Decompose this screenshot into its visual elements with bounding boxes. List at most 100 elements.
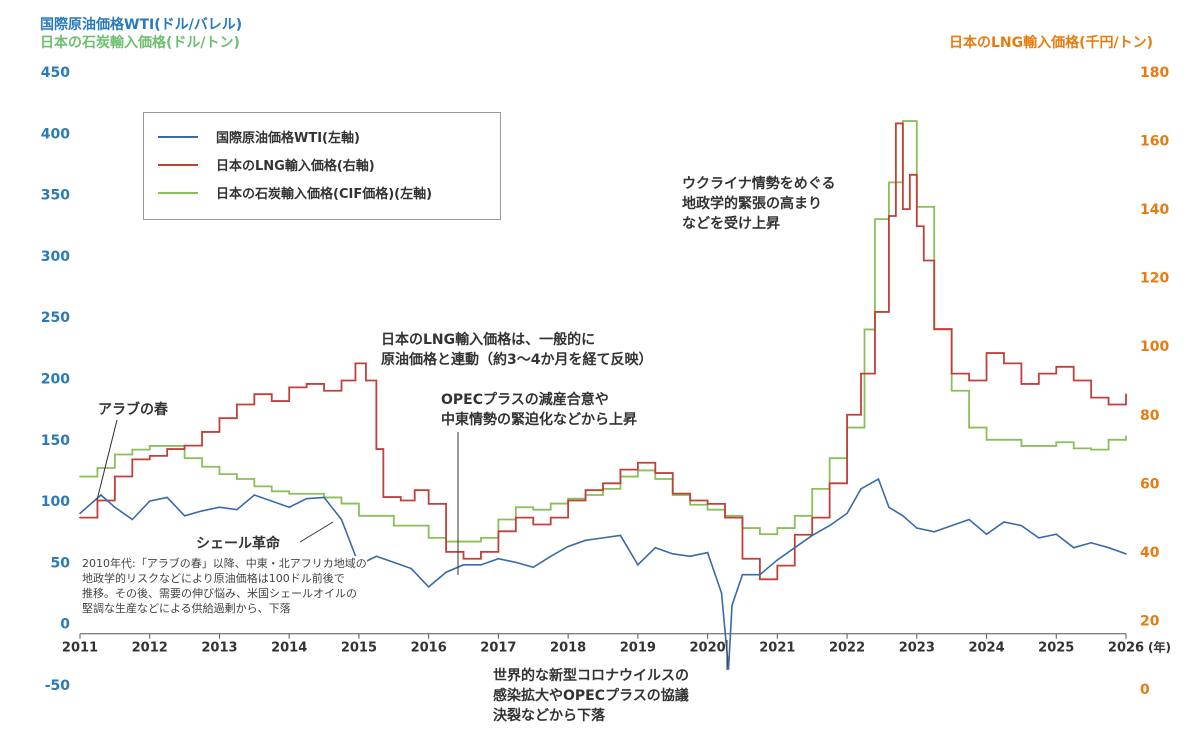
data-point-lng	[793, 533, 796, 536]
y-tick-right: 160	[1140, 134, 1169, 150]
data-point-coal	[497, 518, 500, 521]
annotation-shale: シェール革命	[196, 536, 280, 552]
annotation-arab-spring: アラブの春	[98, 402, 168, 418]
data-point-coal	[358, 515, 360, 517]
data-point-lng	[776, 564, 779, 567]
data-point-lng	[1003, 362, 1005, 365]
data-point-coal	[1038, 445, 1040, 447]
data-point-lng	[183, 444, 186, 447]
x-tick-label: 2016	[411, 641, 447, 656]
x-tick-label: 2014	[271, 641, 307, 656]
y-tick-left: 300	[41, 249, 70, 265]
data-point-coal	[950, 389, 953, 392]
data-point-coal	[654, 478, 657, 480]
data-point-coal	[706, 508, 709, 511]
x-tick-label: 2012	[132, 641, 168, 656]
data-point-lng	[811, 516, 813, 519]
data-point-wti	[1038, 537, 1040, 539]
y-tick-left: 450	[41, 65, 70, 81]
data-point-coal	[863, 328, 866, 331]
annotation-covid: 世界的な新型コロナウイルスの 感染拡大やOPECプラスの協議 決裂などから下落	[493, 668, 689, 724]
data-point-wti	[375, 555, 378, 558]
data-point-lng	[445, 551, 447, 553]
right-axis-title-lng: 日本のLNG輸入価格(千円/トン)	[949, 35, 1154, 51]
x-tick-label: 2021	[759, 641, 795, 656]
series-line-wti	[79, 477, 1127, 670]
left-axis-title-coal: 日本の石炭輸入価格(ドル/トン)	[40, 35, 240, 51]
annotation-ukraine: ウクライナ情勢をめぐる 地政学的緊張の高まり などを受け上昇	[682, 176, 836, 232]
data-point-coal	[166, 445, 168, 447]
y-tick-left: 400	[41, 126, 70, 142]
y-tick-right: 100	[1140, 339, 1169, 355]
data-point-lng	[480, 551, 482, 553]
data-point-lng	[96, 499, 99, 502]
data-point-coal	[462, 540, 465, 543]
x-tick-label: 2017	[480, 641, 516, 656]
data-point-wti	[253, 494, 256, 496]
data-point-coal	[902, 120, 904, 122]
x-tick-label: 2013	[201, 641, 237, 656]
data-point-lng	[689, 499, 691, 502]
annotation-opec: OPECプラスの減産合意や 中東情勢の緊迫化などから上昇	[441, 392, 637, 428]
annotation-lng-link: 日本のLNG輸入価格は、一般的に 原油価格と連動（約3〜4か月を経て反映）	[381, 332, 653, 368]
data-point-lng	[399, 499, 402, 502]
data-point-wti	[759, 573, 761, 576]
data-point-wti	[114, 506, 116, 509]
data-point-lng	[1038, 372, 1040, 375]
y-tick-right: 40	[1140, 545, 1160, 561]
data-point-coal	[1125, 435, 1127, 437]
data-point-lng	[895, 122, 897, 125]
data-point-wti	[860, 488, 862, 490]
x-tick-label: 2022	[829, 641, 865, 656]
data-point-coal	[253, 485, 256, 488]
data-point-wti	[584, 539, 587, 542]
y-tick-left: 350	[41, 188, 70, 204]
data-point-lng	[1107, 403, 1110, 406]
data-point-coal	[874, 218, 876, 220]
data-point-coal	[288, 492, 291, 495]
data-point-wti	[602, 537, 604, 539]
data-point-lng	[567, 499, 569, 502]
data-point-lng	[462, 557, 465, 560]
data-point-lng	[148, 455, 151, 457]
data-point-lng	[671, 492, 674, 495]
x-tick-label: 2025	[1038, 641, 1074, 656]
data-point-wti	[100, 494, 102, 496]
x-tick-label: 2019	[620, 641, 656, 656]
data-point-lng	[131, 458, 134, 461]
data-point-lng	[654, 472, 657, 474]
legend-label: 国際原油価格WTI(左軸)	[216, 131, 360, 146]
data-point-wti	[950, 524, 953, 527]
legend: 国際原油価格WTI(左軸) 日本のLNG輸入価格(右軸) 日本の石炭輸入価格(C…	[143, 112, 501, 220]
data-point-coal	[427, 537, 430, 539]
data-point-coal	[96, 467, 99, 469]
data-point-wti	[877, 478, 880, 480]
data-point-wti	[1107, 546, 1110, 549]
data-point-lng	[375, 448, 378, 450]
x-tick-label: 2020	[690, 641, 726, 656]
leader-shale	[299, 521, 334, 543]
data-point-coal	[1055, 441, 1058, 444]
data-point-coal	[340, 502, 343, 505]
data-point-coal	[689, 503, 691, 506]
data-point-lng	[874, 311, 876, 313]
data-point-wti	[902, 515, 904, 517]
data-point-coal	[759, 533, 761, 536]
legend-item-wti: 国際原油価格WTI(左軸)	[158, 127, 360, 146]
data-point-wti	[1003, 521, 1005, 523]
data-point-coal	[515, 506, 517, 509]
data-point-wti	[1020, 524, 1023, 527]
data-point-coal	[114, 453, 116, 456]
data-point-wti	[567, 545, 569, 548]
data-point-wti	[1055, 533, 1058, 536]
data-point-wti	[427, 586, 430, 588]
data-point-lng	[305, 383, 308, 385]
data-point-wti	[393, 561, 395, 564]
y-tick-left: 150	[41, 433, 70, 449]
data-point-wti	[270, 500, 273, 502]
data-point-wti	[323, 496, 325, 499]
data-point-wti	[828, 524, 831, 527]
data-point-lng	[236, 403, 238, 406]
data-point-lng	[902, 208, 904, 210]
data-point-wti	[288, 506, 291, 509]
